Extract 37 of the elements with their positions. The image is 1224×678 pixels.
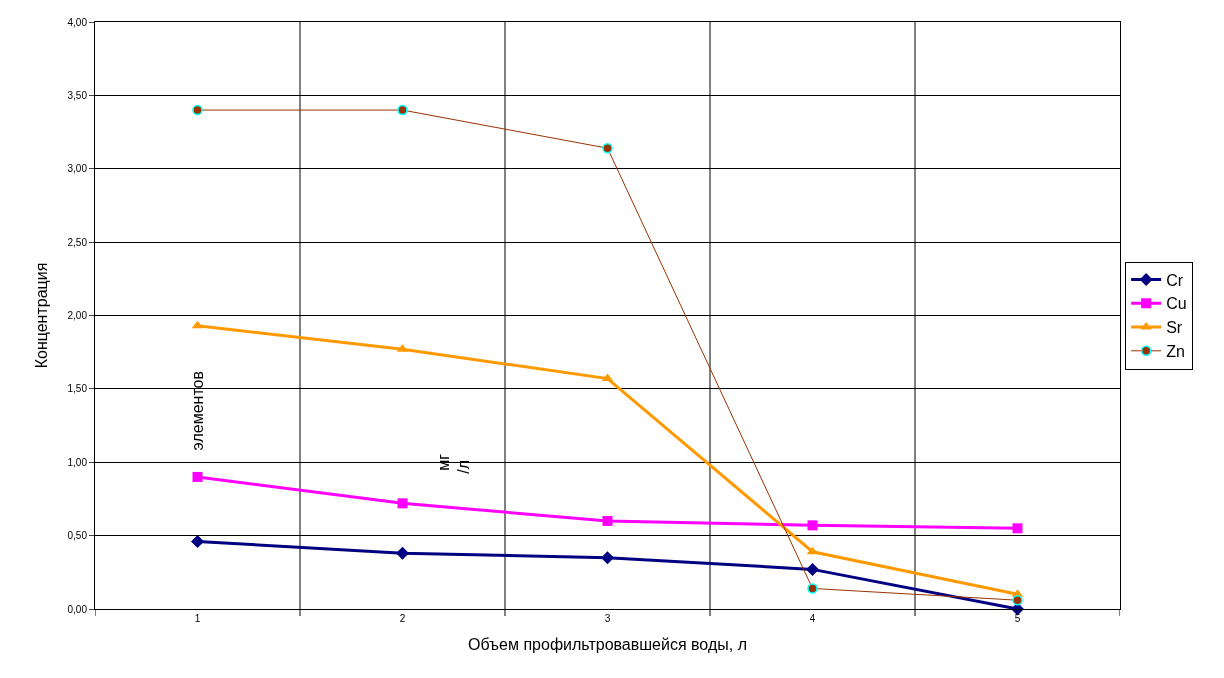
legend-label: Cr — [1166, 271, 1184, 289]
y-tick-label: 0,00 — [67, 603, 88, 615]
point — [191, 535, 204, 548]
point — [397, 104, 408, 116]
annotation: мг — [435, 453, 453, 471]
point — [397, 498, 408, 509]
point — [192, 104, 203, 116]
legend-label: Sr — [1166, 319, 1183, 337]
point — [192, 471, 203, 482]
point — [807, 583, 818, 594]
point — [1012, 523, 1023, 534]
legend-label: Cu — [1166, 295, 1187, 313]
point — [602, 515, 613, 526]
point — [806, 562, 819, 576]
y-tick-label: 2,50 — [67, 236, 88, 248]
y-tick-label: 1,50 — [67, 383, 88, 395]
y-axis-title: Концентрация — [33, 262, 51, 369]
y-tick-label: 1,00 — [67, 456, 88, 468]
x-axis-title: Объем профильтровавшейся воды, л — [468, 635, 747, 653]
point — [602, 142, 613, 154]
y-tick-label: 3,00 — [67, 163, 88, 175]
annotation: /л — [455, 459, 473, 474]
y-tick-label: 2,00 — [67, 310, 88, 321]
point — [807, 520, 818, 531]
x-tick-label: 5 — [1014, 613, 1021, 624]
x-tick-label: 1 — [194, 613, 201, 624]
y-tick-label: 0,50 — [67, 530, 88, 542]
legend-label: Zn — [1166, 343, 1185, 361]
point — [1012, 594, 1023, 606]
annotation: элементов — [188, 371, 206, 451]
y-tick-label: 3,50 — [67, 89, 88, 101]
point — [396, 546, 409, 560]
x-tick-label: 2 — [399, 613, 406, 624]
x-tick-label: 4 — [809, 613, 816, 624]
point — [601, 551, 614, 565]
y-tick-label: 4,00 — [67, 16, 88, 28]
x-tick-label: 3 — [604, 613, 611, 624]
